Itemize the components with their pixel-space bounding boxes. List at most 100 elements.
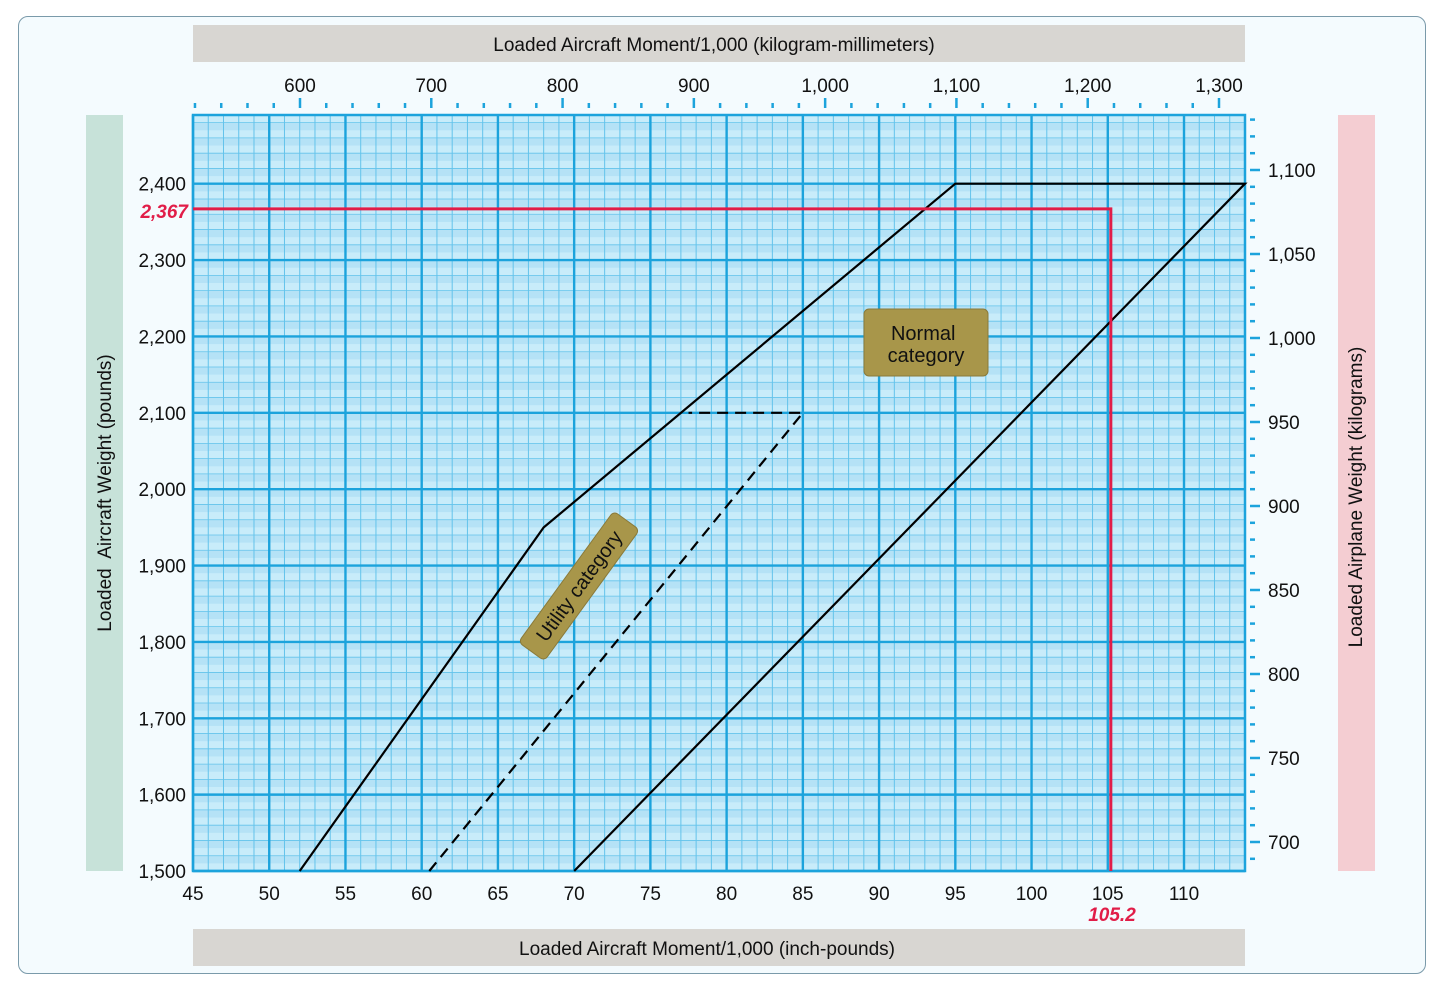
grid-band [193,244,1245,253]
right-tick-label: 700 [1268,833,1300,854]
grid-band [193,611,1245,619]
grid-band [193,794,1245,803]
grid-band [193,367,1245,375]
grid-band [193,397,1245,406]
grid-band [193,260,1245,268]
grid-band [193,626,1245,635]
x-tick-label: 60 [411,884,432,905]
grid-band [193,214,1245,222]
x-tick-label: 110 [1169,884,1199,905]
x-tick-label: 50 [259,884,280,905]
y-tick-label: 1,900 [138,557,186,578]
bottom-axis-band [193,929,1245,966]
grid-band [193,672,1245,681]
right-tick-label: 1,100 [1268,161,1316,182]
plot-area [191,113,1247,873]
grid-band [193,290,1245,299]
grid-band [193,519,1245,528]
grid-band [193,535,1245,543]
grid-band [193,748,1245,757]
utility-category-envelope [428,411,806,872]
grid-band [193,657,1245,665]
reading-weight-label: 2,367 [139,202,189,223]
x-tick-label: 45 [182,884,203,905]
right-axis-band [1338,115,1375,871]
x-tick-label: 65 [487,884,508,905]
x-tick-label: 80 [716,884,737,905]
grid-band [193,550,1245,558]
grid-band [193,565,1245,574]
right-tick-label: 900 [1268,497,1300,518]
y-tick-label: 2,000 [138,480,186,501]
y-tick-label: 2,200 [138,327,186,348]
x-tick-label: 55 [335,884,356,905]
grid-band [193,183,1245,192]
right-tick-label: 850 [1268,581,1300,602]
grid-band [193,229,1245,238]
top-tick-label: 1,300 [1195,76,1243,97]
y-axis-title: Loaded Aircraft Weight (pounds) [95,354,116,631]
top-tick-label: 800 [547,76,579,97]
grid-band [193,412,1245,421]
grid-band [193,428,1245,436]
right-tick-label: 800 [1268,665,1300,686]
top-axis-title: Loaded Aircraft Moment/1,000 (kilogram-m… [493,35,934,56]
x-tick-label: 95 [945,884,966,905]
y-tick-label: 1,600 [138,786,186,807]
grid-band [193,596,1245,604]
right-tick-label: 750 [1268,749,1300,770]
grid-band [193,779,1245,787]
grid-band [193,504,1245,513]
grid-band [193,336,1245,345]
grid-band [193,458,1245,467]
y-tick-label: 2,300 [138,251,186,272]
plot-border [191,113,1247,873]
x-tick-label: 75 [640,884,661,905]
left-axis-band [86,115,123,871]
grid-band [193,489,1245,497]
top-tick-label: 1,200 [1064,76,1112,97]
grid-band [193,137,1245,146]
grid-band [193,703,1245,711]
y-tick-label: 2,100 [138,404,186,425]
grid-band [193,321,1245,329]
normal-category-envelope [298,182,1248,872]
x-tick-label: 85 [792,884,813,905]
grid-band [193,825,1245,833]
grid-band [193,199,1245,207]
grid-band [193,764,1245,772]
grid-band [193,733,1245,742]
y-tick-label: 1,700 [138,709,186,730]
grid-band [193,153,1245,161]
x-tick-label: 70 [564,884,585,905]
grid-band [193,473,1245,482]
x-tick-label: 105 [1092,884,1124,905]
reading-line [193,207,1113,871]
grid-band [193,275,1245,283]
x-axis-title: Loaded Aircraft Moment/1,000 (inch-pound… [519,939,895,960]
x-tick-label: 100 [1016,884,1048,905]
grid-band [193,855,1245,864]
normal-category-label: Normal category [863,308,989,377]
top-tick-label: 1,100 [933,76,981,97]
grid-band [193,122,1245,131]
grid-band [193,168,1245,177]
x-tick-label: 90 [869,884,890,905]
y-tick-label: 1,500 [138,862,186,883]
right-tick-label: 1,050 [1268,245,1316,266]
grid-band [193,840,1245,849]
right-axis-title: Loaded Airplane Weight (kilograms) [1346,347,1367,648]
grid-band [193,443,1245,451]
grid-band [193,351,1245,360]
y-tick-label: 2,400 [138,175,186,196]
top-axis-band [193,25,1245,62]
grid-band [193,382,1245,390]
grid-band [193,305,1245,314]
top-tick-label: 900 [678,76,710,97]
y-tick-label: 1,800 [138,633,186,654]
top-tick-label: 700 [415,76,447,97]
right-tick-label: 950 [1268,413,1300,434]
normal-category-text: Normal category [888,323,965,367]
grid-band [193,687,1245,696]
